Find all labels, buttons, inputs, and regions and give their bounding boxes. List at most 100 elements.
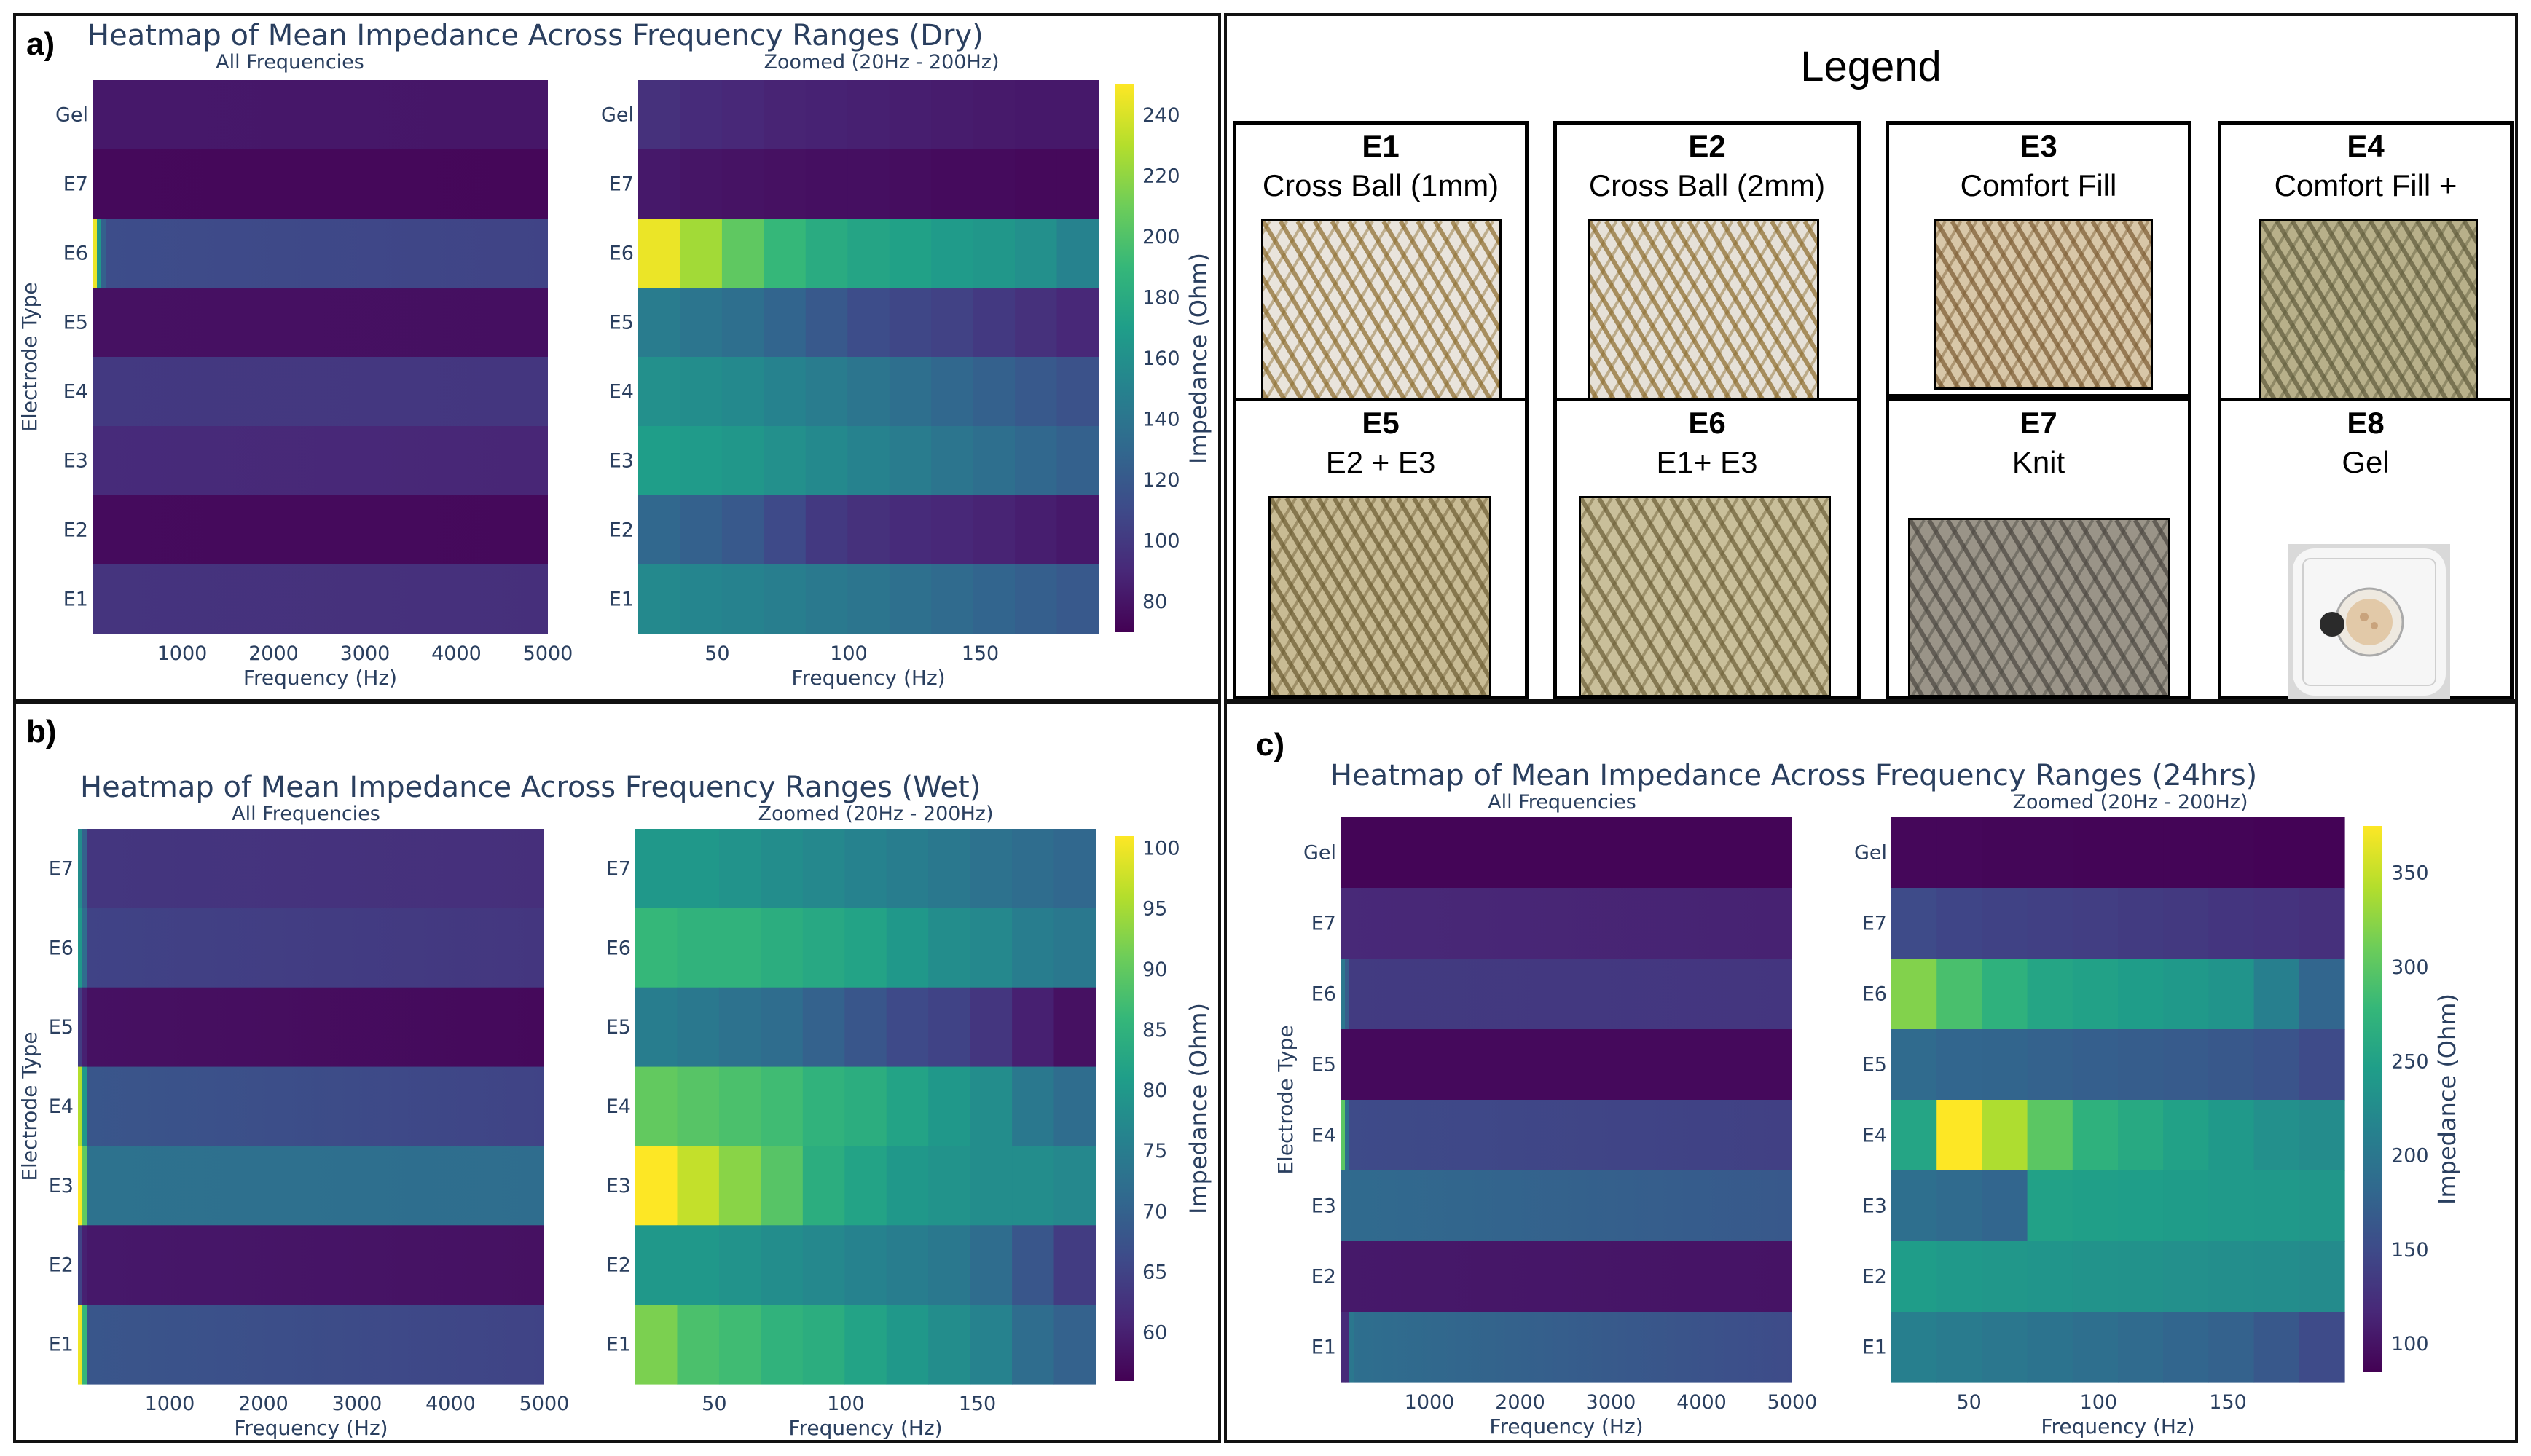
heatmap-cell (805, 80, 848, 150)
heatmap-cell (1056, 288, 1099, 358)
heatmap-cell (87, 1066, 544, 1147)
heatmap-cell (805, 495, 848, 565)
heatmap-cell (2299, 1100, 2345, 1171)
x-tick-label: 2000 (248, 642, 299, 665)
x-tick-label: 5000 (523, 642, 573, 665)
heatmap-cell (721, 80, 764, 150)
y-tick-label: E3 (1311, 1195, 1336, 1218)
heatmap-cell (677, 1066, 720, 1147)
cross-ball-2mm-photo (1588, 219, 1819, 401)
y-tick-label: E4 (609, 381, 634, 404)
heatmap-cell (844, 1146, 887, 1226)
heatmap-cell (1012, 1066, 1055, 1147)
legend-card-e2: E2 Cross Ball (2mm) (1553, 121, 1861, 406)
heatmap-cell (928, 829, 971, 909)
colorbar-tick-label: 90 (1142, 959, 1167, 981)
y-tick-label: E3 (49, 1175, 74, 1197)
gel-electrode-icon (2288, 544, 2450, 699)
y-tick-label: E5 (609, 312, 634, 334)
heatmap-cell (1891, 1029, 1937, 1101)
heatmap-cell (680, 149, 723, 219)
heatmap-cell (2208, 1100, 2255, 1171)
colorbar-tick-label: 140 (1142, 409, 1180, 431)
heatmap-cell (1053, 1066, 1096, 1147)
legend-card-e4: E4 Comfort Fill + (2218, 121, 2514, 406)
heatmap-cell (928, 1146, 971, 1226)
heatmap-cell (844, 1225, 887, 1305)
heatmap-cell (1015, 149, 1058, 219)
heatmap-cell (93, 357, 548, 427)
heatmap-cell (2163, 1241, 2209, 1313)
heatmap-cell (2027, 817, 2073, 889)
heatmap-cell (2072, 1312, 2119, 1383)
panel-b-title: Heatmap of Mean Impedance Across Frequen… (80, 771, 981, 804)
heatmap-cell (680, 80, 723, 150)
heatmap-cell (87, 908, 544, 988)
colorbar-tick-label: 100 (1142, 530, 1180, 553)
heatmap-cell (973, 288, 1016, 358)
heatmap-cell (677, 987, 720, 1068)
card-name: Cross Ball (2mm) (1588, 168, 1826, 202)
heatmap-cell (677, 908, 720, 988)
heatmap-cell (1891, 888, 1937, 959)
heatmap-cell (889, 80, 932, 150)
heatmap-cell (2208, 1312, 2255, 1383)
heatmap-cell (970, 829, 1013, 909)
heatmap-cell (718, 829, 761, 909)
colorbar-tick-label: 80 (1142, 591, 1167, 613)
heatmap-cell (2163, 1100, 2209, 1171)
legend-card-e6: E6 E1+ E3 (1553, 398, 1861, 699)
knit-photo (1908, 518, 2170, 697)
heatmap-cell (847, 426, 890, 496)
heatmap-cell (2118, 1241, 2164, 1313)
heatmap-cell (931, 288, 974, 358)
colorbar-tick-label: 75 (1142, 1140, 1167, 1162)
colorbar-tick-label: 200 (1142, 226, 1180, 248)
heatmap-cell (805, 219, 848, 288)
heatmap-cell (802, 987, 845, 1068)
heatmap-cell (82, 1066, 87, 1147)
heatmap-cell (970, 1305, 1013, 1385)
heatmap-cell (2299, 888, 2345, 959)
heatmap-cell (2027, 1312, 2073, 1383)
heatmap-cell (886, 987, 929, 1068)
e2-e3-photo (1268, 496, 1491, 697)
heatmap-cell (889, 219, 932, 288)
heatmap-cell (87, 829, 544, 909)
heatmap-cell (2299, 1170, 2345, 1242)
heatmap-cell (886, 829, 929, 909)
heatmap-cell (2072, 1170, 2119, 1242)
heatmap-cell (1982, 959, 2028, 1030)
legend-title: Legend (1800, 43, 1942, 90)
chart-c-svg: Gel E7 E6 E5 E4 E3 E2 E1 1000 2000 3000 4000 5000 Fre… (1274, 817, 2461, 1439)
chart-a-svg: Gel E7 E6 E5 E4 E3 E2 E1 1000 2000 3000 4000 5000 Fre… (17, 80, 1212, 690)
heatmap-cell (805, 564, 848, 634)
heatmap-cell (1341, 1312, 1346, 1383)
y-tick-label: E1 (609, 589, 634, 611)
heatmap-cell (677, 1305, 720, 1385)
gel-photo (2288, 544, 2450, 699)
heatmap-cell (93, 288, 548, 358)
heatmap-cell (2027, 1100, 2073, 1171)
heatmap-cell (82, 1225, 87, 1305)
heatmap-cell (1053, 908, 1096, 988)
heatmap-cell (844, 987, 887, 1068)
heatmap-cell (1354, 1312, 1792, 1383)
card-id: E2 (1688, 129, 1726, 163)
heatmap-cell (764, 564, 807, 634)
colorbar-tick-label: 200 (2391, 1145, 2429, 1168)
heatmap-cell (764, 219, 807, 288)
panel-a-title: Heatmap of Mean Impedance Across Frequen… (87, 19, 984, 52)
heatmap-cell (1053, 829, 1096, 909)
y-tick-label: E5 (1862, 1054, 1887, 1077)
panel-c-label: c) (1256, 727, 1285, 763)
heatmap-cell (1341, 959, 1346, 1030)
x-tick-label: 150 (2209, 1391, 2247, 1414)
comfort-fill-photo (1934, 219, 2153, 390)
legend-card-e5: E5 E2 + E3 (1233, 398, 1529, 699)
heatmap-cell (1982, 817, 2028, 889)
heatmap-cell (2027, 1029, 2073, 1101)
y-tick-label: E6 (63, 243, 88, 265)
cross-ball-1mm-photo (1261, 219, 1502, 401)
heatmap-cell (78, 987, 83, 1068)
